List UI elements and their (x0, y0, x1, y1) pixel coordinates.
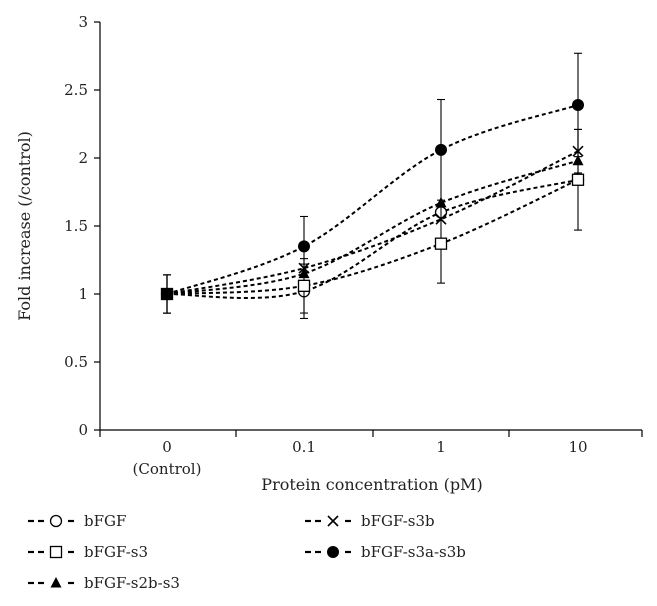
data-point (435, 213, 447, 225)
marker-filled-circle (327, 546, 339, 558)
x-tick-sublabel: (Control) (133, 460, 202, 478)
x-axis-label: Protein concentration (pM) (261, 475, 482, 494)
legend-label: bFGF-s2b-s3 (84, 574, 180, 592)
marker-open-square (297, 279, 311, 292)
marker-filled-circle (572, 98, 584, 111)
legend-marker (49, 545, 63, 559)
data-point (572, 98, 584, 111)
y-tick-label: 0.5 (64, 353, 88, 371)
data-point (435, 196, 447, 208)
marker-filled-circle (435, 143, 447, 156)
x-tick-label: 10 (568, 438, 587, 456)
y-tick-label: 1.5 (64, 217, 88, 235)
y-tick-label: 3 (78, 13, 88, 31)
legend-item: bFGF-s3b (305, 512, 435, 530)
marker-open-square (571, 173, 585, 186)
y-tick-label: 2.5 (64, 81, 88, 99)
x-tick-label: 0 (162, 438, 172, 456)
series-line (166, 178, 579, 299)
data-point (435, 143, 447, 156)
y-tick-label: 2 (78, 149, 88, 167)
marker-cross-b (327, 515, 339, 527)
data-point (571, 173, 585, 186)
legend-label: bFGF-s3 (84, 543, 148, 561)
legend-item: bFGF (28, 512, 126, 530)
data-point (161, 288, 173, 300)
legend-marker (327, 515, 339, 527)
plot-area (160, 52, 585, 320)
marker-filled-triangle (50, 577, 62, 588)
legend-item: bFGF-s2b-s3 (28, 574, 180, 592)
legend-label: bFGF-s3a-s3b (361, 543, 466, 561)
data-point (434, 237, 448, 250)
series-bFGF-s3a-s3b (161, 52, 584, 314)
legend-item: bFGF-s3 (28, 543, 148, 561)
marker-filled-circle (298, 240, 310, 253)
data-point (297, 279, 311, 292)
x-tick-label: 1 (436, 438, 446, 456)
legend-marker (50, 577, 62, 588)
x-tick-label: 0.1 (292, 438, 316, 456)
y-tick-label: 0 (78, 421, 88, 439)
y-tick-label: 1 (78, 285, 88, 303)
series-line (166, 178, 579, 295)
marker-open-square (434, 237, 448, 250)
marker-open-square (49, 545, 63, 559)
series-bFGF-s2b-s3 (161, 154, 584, 314)
legend-label: bFGF-s3b (361, 512, 435, 530)
legend-marker (327, 546, 339, 558)
legend-marker (49, 514, 63, 528)
marker-filled-circle (161, 288, 173, 300)
marker-cross-b (435, 213, 447, 225)
series-line (166, 159, 579, 295)
x-axis: 0 (Control) 0.1 1 10 (99, 429, 643, 478)
y-axis: 0 0.5 1 1.5 2 2.5 3 (64, 13, 101, 439)
series-line (166, 104, 579, 295)
marker-open-circle (49, 514, 63, 528)
marker-filled-triangle (435, 196, 447, 208)
legend: bFGF bFGF-s3 bFGF-s2b-s3 bFGF-s3b bFGF-s3a-s… (28, 512, 466, 592)
series-line (166, 150, 579, 295)
legend-item: bFGF-s3a-s3b (305, 543, 466, 561)
y-axis-label: Fold increase (/control) (15, 131, 34, 321)
data-point (298, 240, 310, 253)
legend-label: bFGF (84, 512, 126, 530)
series-bFGF-s3b (161, 128, 584, 314)
